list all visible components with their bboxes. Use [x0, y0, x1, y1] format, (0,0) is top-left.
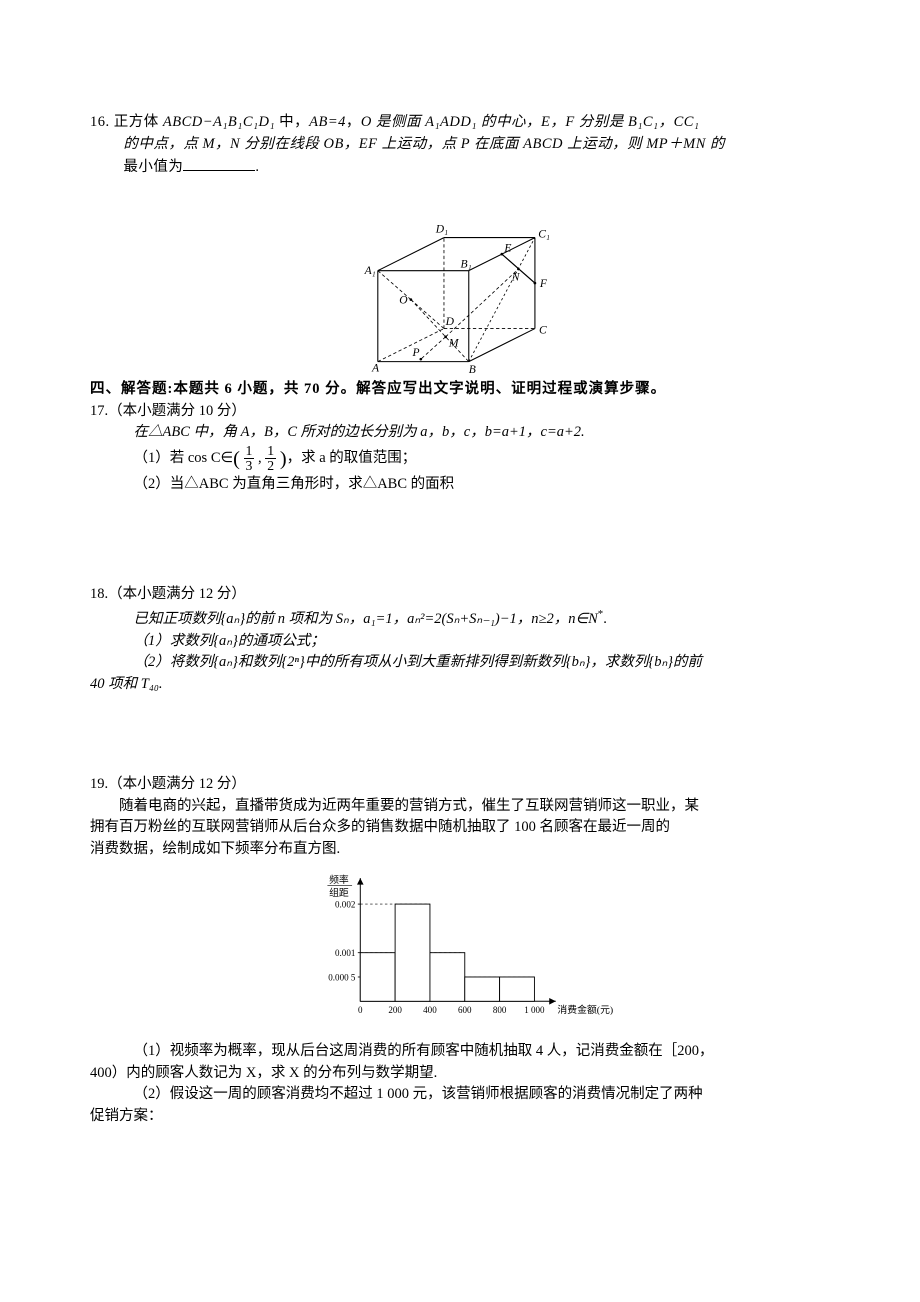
gap1 [90, 496, 830, 584]
svg-text:0: 0 [358, 1005, 363, 1015]
histogram: 频率组距 0.000 5 0.001 0.002 0 200 400 600 800 1 000 消… [90, 867, 830, 1037]
q17-head: 17.（本小题满分 10 分） [90, 401, 830, 423]
lbl-A1: A₁ [363, 264, 375, 277]
lbl-F: F [538, 277, 547, 290]
lbl-A: A [371, 361, 380, 374]
lbl-C1: C₁ [538, 227, 550, 240]
frac-1-2: 12 [265, 444, 276, 473]
q17-headtxt: （本小题满分 10 分） [108, 403, 246, 419]
hist-svg: 频率组距 0.000 5 0.001 0.002 0 200 400 600 800 1 000 消… [288, 867, 633, 1037]
q16: 16. 正方体 ABCD−A₁B₁C₁D₁ 中，AB=4，O 是侧面 A₁ADD… [90, 112, 830, 179]
q17: 17.（本小题满分 10 分） 在△ABC 中，角 A，B，C 所对的边长分别为… [90, 401, 830, 497]
q19-i1: 随着电商的兴起，直播带货成为近两年重要的营销方式，催生了互联网营销师这一职业，某 [90, 796, 830, 818]
q19: 19.（本小题满分 12 分） 随着电商的兴起，直播带货成为近两年重要的营销方式… [90, 774, 830, 1128]
q19-p1a: （1）视频率为概率，现从后台这周消费的所有顾客中随机抽取 4 人，记消费金额在［… [90, 1041, 830, 1063]
q17-p2: （2）当△ABC 为直角三角形时，求△ABC 的面积 [90, 474, 830, 496]
q18-body1: 已知正项数列{aₙ}的前 n 项和为 Sₙ，a₁=1，aₙ²=2(Sₙ+Sₙ₋₁… [90, 606, 830, 631]
svg-text:0.002: 0.002 [335, 899, 356, 909]
lbl-P: P [411, 346, 419, 359]
q19-num: 19. [90, 776, 108, 792]
svg-text:消费金额(元): 消费金额(元) [557, 1003, 613, 1016]
svg-text:200: 200 [388, 1005, 402, 1015]
q18-b1a: 已知正项数列{aₙ}的前 n 项和为 Sₙ，a₁=1，aₙ²=2(Sₙ+Sₙ₋₁… [134, 611, 598, 627]
lbl-D1: D₁ [434, 222, 447, 235]
q19-i3: 消费数据，绘制成如下频率分布直方图. [90, 839, 830, 861]
q19-head: 19.（本小题满分 12 分） [90, 774, 830, 796]
page: 16. 正方体 ABCD−A₁B₁C₁D₁ 中，AB=4，O 是侧面 A₁ADD… [0, 0, 920, 1302]
q16-t3: ， [346, 114, 361, 130]
q18-p2a: （2）将数列{aₙ}和数列{2ⁿ}中的所有项从小到大重新排列得到新数列{bₙ}，… [90, 652, 830, 674]
f2n: 1 [265, 444, 276, 459]
gap2 [90, 696, 830, 774]
q16-l3a: 最小值为 [123, 159, 183, 175]
q19-headtxt: （本小题满分 12 分） [108, 776, 246, 792]
svg-text:600: 600 [458, 1005, 472, 1015]
q18-b1b: . [603, 611, 607, 627]
section-title: 四、解答题:本题共 6 小题，共 70 分。解答应写出文字说明、证明过程或演算步… [90, 379, 830, 401]
q17-p1a: （1）若 cos C∈ [134, 450, 234, 466]
q16-t2: 中， [275, 114, 309, 130]
f1d: 3 [244, 459, 255, 473]
svg-text:0.001: 0.001 [335, 948, 355, 958]
q16-num: 16. [90, 114, 114, 130]
svg-text:组距: 组距 [329, 886, 349, 899]
f1n: 1 [244, 444, 255, 459]
lbl-C: C [539, 323, 547, 336]
lbl-B1: B₁ [460, 257, 471, 270]
lbl-E: E [503, 241, 511, 254]
cube-svg: A B C D A₁ B₁ C₁ D₁ E F O M N P [353, 187, 568, 375]
q17-num: 17. [90, 403, 108, 419]
frac-1-3: 13 [244, 444, 255, 473]
cube-figure: A B C D A₁ B₁ C₁ D₁ E F O M N P [90, 187, 830, 375]
lbl-B: B [468, 363, 475, 375]
q19-p2a: （2）假设这一周的顾客消费均不超过 1 000 元，该营销师根据顾客的消费情况制… [90, 1084, 830, 1106]
lbl-N: N [510, 270, 520, 283]
q18-head: 18.（本小题满分 12 分） [90, 584, 830, 606]
q18-p1: （1）求数列{aₙ}的通项公式； [90, 631, 830, 653]
svg-text:0.000 5: 0.000 5 [328, 972, 356, 982]
svg-text:1 000: 1 000 [524, 1005, 545, 1015]
q18-num: 18. [90, 586, 108, 602]
q16-l3b: . [255, 159, 259, 175]
q19-p2b: 促销方案： [90, 1106, 830, 1128]
svg-text:400: 400 [423, 1005, 437, 1015]
lbl-M: M [447, 336, 459, 349]
svg-text:频率: 频率 [329, 873, 349, 886]
q17-p1: （1）若 cos C∈( 13 , 12 )，求 a 的取值范围； [90, 444, 830, 474]
q16-l2: 的中点，点 M，N 分别在线段 OB，EF 上运动，点 P 在底面 ABCD 上… [90, 136, 725, 152]
q19-i2: 拥有百万粉丝的互联网营销师从后台众多的销售数据中随机抽取了 100 名顾客在最近… [90, 817, 830, 839]
q16-m3: O 是侧面 A₁ADD₁ 的中心，E，F 分别是 B₁C₁，CC₁ [361, 114, 700, 130]
lbl-D: D [444, 315, 454, 328]
q18-headtxt: （本小题满分 12 分） [108, 586, 246, 602]
q17-comma: , [254, 450, 265, 466]
q16-m2: AB=4 [309, 114, 346, 130]
lbl-O: O [399, 293, 408, 306]
blank-underline [183, 156, 255, 172]
q17-p1b: ，求 a 的取值范围； [287, 450, 417, 466]
f2d: 2 [265, 459, 276, 473]
q18-p2b: 40 项和 T₄₀. [90, 674, 830, 696]
q17-body1: 在△ABC 中，角 A，B，C 所对的边长分别为 a，b，c，b=a+1，c=a… [90, 422, 830, 444]
q19-p1b: 400）内的顾客人数记为 X，求 X 的分布列与数学期望. [90, 1063, 830, 1085]
q16-l2a: 的中点，点 M，N 分别在线段 OB，EF 上运动，点 P 在底面 ABCD 上… [123, 136, 725, 152]
q16-m1: ABCD−A₁B₁C₁D₁ [163, 114, 275, 130]
q18: 18.（本小题满分 12 分） 已知正项数列{aₙ}的前 n 项和为 Sₙ，a₁… [90, 584, 830, 696]
svg-text:800: 800 [492, 1005, 506, 1015]
q16-l3: 最小值为. [90, 159, 259, 175]
q16-t1: 正方体 [114, 114, 163, 130]
